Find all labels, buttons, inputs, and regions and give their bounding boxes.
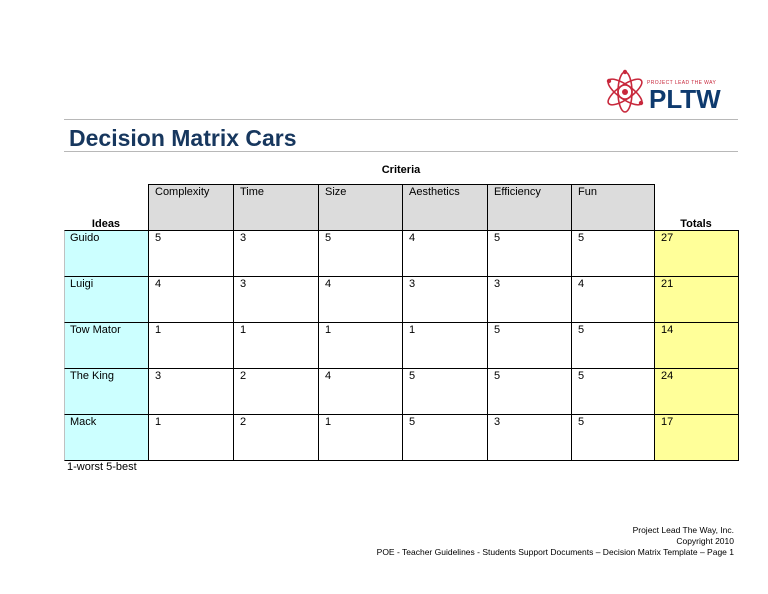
- score-cell: 5: [571, 322, 655, 369]
- criteria-header-complexity: Complexity: [148, 184, 234, 231]
- score-cell: 5: [487, 368, 572, 415]
- score-cell: 5: [571, 230, 655, 277]
- criteria-header-time: Time: [233, 184, 319, 231]
- score-cell: 1: [148, 414, 234, 461]
- score-cell: 1: [318, 414, 403, 461]
- atom-gear-icon: [606, 69, 644, 113]
- score-cell: 5: [402, 414, 488, 461]
- idea-cell: Guido: [64, 230, 149, 277]
- total-cell: 24: [654, 368, 739, 415]
- criteria-header-size: Size: [318, 184, 403, 231]
- score-cell: 3: [233, 276, 319, 323]
- criteria-header-fun: Fun: [571, 184, 655, 231]
- title-divider: [64, 151, 738, 152]
- idea-cell: Luigi: [64, 276, 149, 323]
- total-cell: 21: [654, 276, 739, 323]
- score-cell: 4: [148, 276, 234, 323]
- idea-cell: Tow Mator: [64, 322, 149, 369]
- logo-wordmark: PLTW: [649, 84, 721, 114]
- total-cell: 14: [654, 322, 739, 369]
- pltw-logo: PROJECT LEAD THE WAY PLTW: [603, 66, 735, 114]
- score-cell: 5: [148, 230, 234, 277]
- score-cell: 5: [318, 230, 403, 277]
- footer-copyright: Copyright 2010: [676, 536, 734, 546]
- score-cell: 5: [487, 322, 572, 369]
- criteria-header-efficiency: Efficiency: [487, 184, 572, 231]
- score-cell: 4: [402, 230, 488, 277]
- page-title: Decision Matrix Cars: [69, 125, 297, 151]
- score-cell: 2: [233, 414, 319, 461]
- score-cell: 3: [148, 368, 234, 415]
- score-cell: 5: [571, 414, 655, 461]
- score-cell: 3: [402, 276, 488, 323]
- score-cell: 5: [487, 230, 572, 277]
- criteria-header-aesthetics: Aesthetics: [402, 184, 488, 231]
- score-cell: 3: [487, 414, 572, 461]
- total-cell: 27: [654, 230, 739, 277]
- logo-tagline: PROJECT LEAD THE WAY: [647, 80, 717, 86]
- idea-cell: Mack: [64, 414, 149, 461]
- footer-document-info: POE - Teacher Guidelines - Students Supp…: [376, 547, 734, 557]
- total-cell: 17: [654, 414, 739, 461]
- ideas-label: Ideas: [91, 218, 121, 230]
- score-cell: 4: [318, 368, 403, 415]
- criteria-header-row: Complexity Time Size Aesthetics Efficien…: [148, 184, 655, 231]
- score-cell: 1: [402, 322, 488, 369]
- score-cell: 1: [318, 322, 403, 369]
- score-cell: 1: [233, 322, 319, 369]
- header-divider: [64, 119, 738, 120]
- score-cell: 5: [402, 368, 488, 415]
- score-cell: 4: [318, 276, 403, 323]
- page-footer: Project Lead The Way, Inc. Copyright 201…: [377, 525, 734, 558]
- footer-organization: Project Lead The Way, Inc.: [632, 525, 734, 535]
- criteria-label: Criteria: [381, 164, 421, 176]
- score-cell: 5: [571, 368, 655, 415]
- idea-cell: The King: [64, 368, 149, 415]
- score-cell: 4: [571, 276, 655, 323]
- decision-matrix-table: Guido 5 3 5 4 5 5 27 Luigi 4 3 4 3 3 4 2…: [64, 230, 739, 461]
- score-cell: 2: [233, 368, 319, 415]
- totals-label: Totals: [680, 218, 712, 230]
- scale-note: 1-worst 5-best: [67, 461, 137, 473]
- score-cell: 3: [487, 276, 572, 323]
- score-cell: 3: [233, 230, 319, 277]
- score-cell: 1: [148, 322, 234, 369]
